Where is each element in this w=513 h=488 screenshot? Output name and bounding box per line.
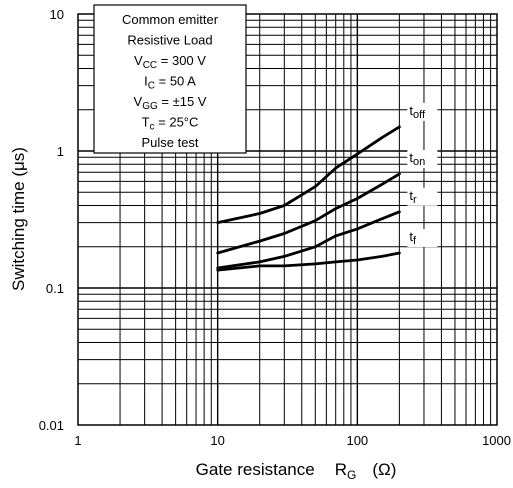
- condition-c6: Tc = 25°C: [142, 115, 199, 133]
- series-label-bg-ton: [407, 149, 438, 168]
- series-line-tr: [216, 210, 401, 270]
- x-tick-label: 100: [346, 433, 368, 448]
- conditions-box-bg: [93, 4, 247, 154]
- condition-c5: VGG = ±15 V: [134, 94, 207, 112]
- series-label-bg-toff: [407, 102, 438, 121]
- series-line-tf: [216, 251, 401, 272]
- x-axis-symbol-sub: G: [347, 468, 356, 482]
- series-labels: toff ton tr tf: [407, 102, 438, 248]
- y-tick-label: 0.1: [46, 281, 64, 296]
- x-axis-label: Gate resistance RG (Ω): [196, 460, 397, 482]
- condition-c4: IC = 50 A: [144, 74, 196, 92]
- series-label-bg-tr: [407, 187, 438, 206]
- tick-labels: 1 10 100 1000 10 1 0.1 0.01: [39, 7, 511, 448]
- conditions-box: Common emitter Resistive Load VCC = 300 V I…: [93, 4, 247, 154]
- x-tick-label: 1: [74, 433, 81, 448]
- x-tick-label: 1000: [482, 433, 511, 448]
- series-label-bg-tf: [407, 229, 438, 248]
- plot-frame: [77, 13, 498, 426]
- series-line-ton: [216, 172, 401, 255]
- y-axis-label: Switching time (μs): [9, 147, 28, 291]
- series-label-tf: tf: [409, 229, 417, 247]
- series-layer: [216, 125, 401, 272]
- condition-c7: Pulse test: [141, 135, 198, 150]
- x-axis-label-text: Gate resistance: [196, 460, 315, 479]
- series-label-toff: toff: [409, 103, 426, 121]
- series-line-toff: [216, 125, 401, 225]
- y-tick-label: 0.01: [39, 418, 64, 433]
- condition-c3: VCC = 300 V: [134, 53, 206, 71]
- condition-c1: Common emitter: [122, 12, 219, 27]
- series-label-ton: ton: [409, 150, 425, 168]
- series-label-tr: tr: [409, 188, 417, 206]
- y-tick-label: 1: [57, 144, 64, 159]
- condition-c2: Resistive Load: [127, 33, 212, 48]
- x-axis-unit: (Ω): [372, 460, 396, 479]
- x-axis-symbol: R: [335, 460, 347, 479]
- y-tick-label: 10: [50, 7, 64, 22]
- x-tick-label: 10: [210, 433, 224, 448]
